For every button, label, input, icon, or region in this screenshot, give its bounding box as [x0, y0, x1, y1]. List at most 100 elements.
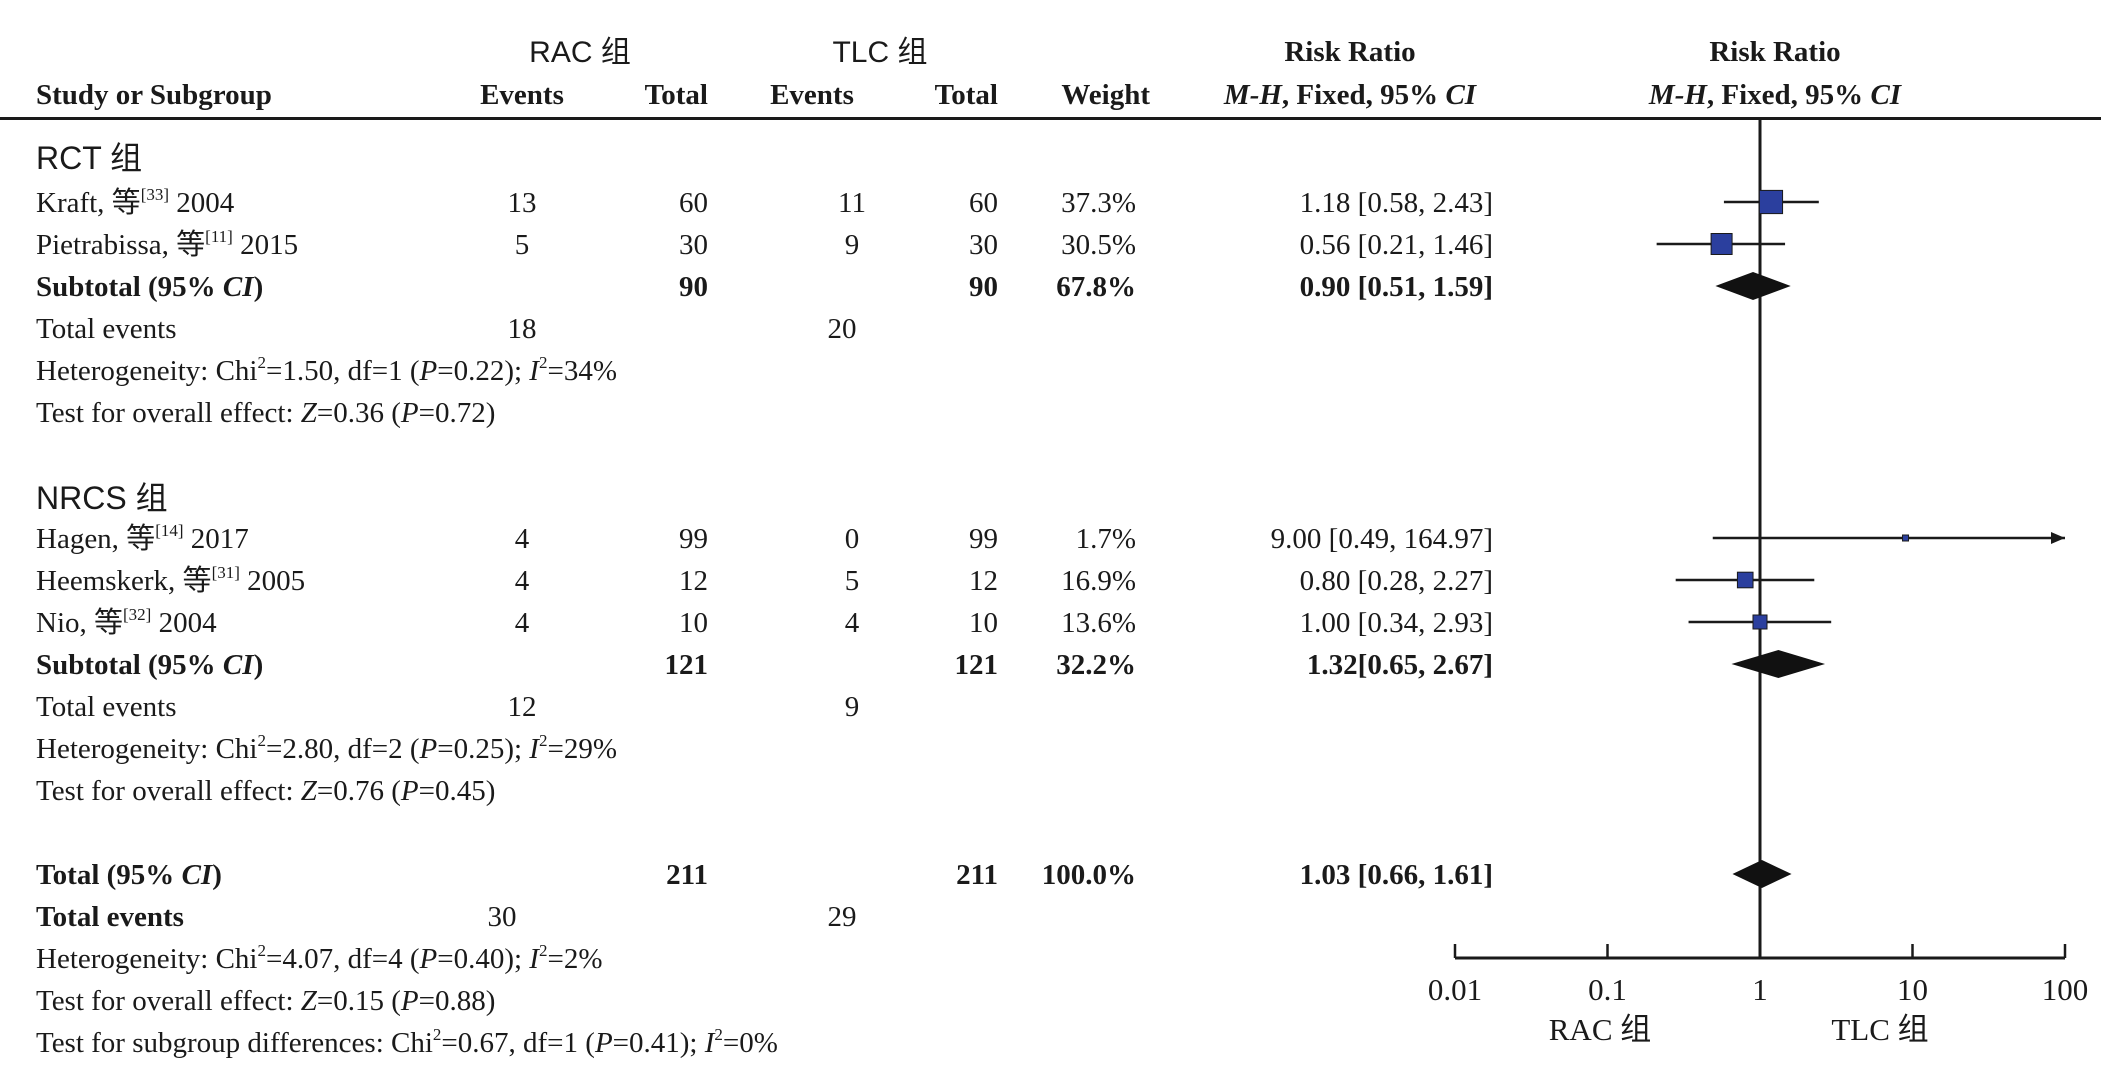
subtotal-total2: 90	[969, 271, 998, 303]
total-label-pre: Total (95%	[36, 859, 182, 891]
favours-right-label: TLC 组	[1831, 1012, 1928, 1047]
sd-ival: =0%	[722, 1027, 778, 1059]
pooled-diamond	[1715, 272, 1791, 300]
x-tick-label: 0.1	[1588, 972, 1627, 1007]
events2-cell: 11	[838, 187, 866, 219]
overall-heterogeneity-text: Heterogeneity: Chi2=4.07, df=4 (P=0.40);…	[36, 942, 603, 975]
het-p: P	[419, 943, 438, 975]
sd-mid: =0.67, df=1 (	[441, 1027, 595, 1059]
rr-method-ci: CI	[1445, 79, 1477, 111]
study-author: Hagen, 等	[36, 523, 156, 555]
events1-cell: 13	[507, 187, 537, 219]
study-ref: [11]	[205, 227, 233, 246]
study-year: 2005	[247, 565, 306, 597]
study-label: Kraft, 等[33] 2004	[36, 186, 234, 218]
study-ref: [31]	[211, 563, 240, 582]
oe-p: P	[400, 985, 419, 1017]
total-label: Total (95% CI)	[36, 861, 222, 890]
oe-p: P	[400, 775, 419, 807]
sd-isup: 2	[714, 1025, 723, 1044]
study-label: Hagen, 等[14] 2017	[36, 522, 249, 555]
plot-method-header: M-H, Fixed, 95% CI	[1580, 81, 1970, 110]
oe-z: Z	[300, 397, 317, 429]
plot-title: Risk Ratio	[1709, 36, 1841, 68]
total-label-post: )	[212, 859, 222, 891]
subgroup-title: NRCS 组	[36, 480, 168, 516]
events2-cell: 0	[844, 523, 860, 555]
group1-header: RAC 组	[529, 36, 631, 69]
total1-header: Total	[644, 79, 708, 111]
total-label-ci: CI	[181, 859, 213, 891]
oe-pval: =0.88)	[418, 985, 496, 1017]
study-ref: [14]	[155, 521, 184, 540]
total-total1: 211	[666, 859, 708, 891]
total-events-group1: 18	[507, 313, 537, 345]
het-i: I	[529, 733, 539, 765]
rr-cell: 0.56 [0.21, 1.46]	[1299, 229, 1493, 261]
events1-cell: 4	[514, 565, 530, 597]
events1-cell: 4	[514, 523, 530, 555]
subtotal-total1: 90	[679, 271, 708, 303]
het-sup: 2	[257, 353, 266, 372]
subtotal-label-post: )	[253, 271, 264, 303]
het-sup: 2	[257, 941, 266, 960]
study-year: 2017	[190, 523, 249, 555]
events1-cell: 5	[514, 229, 530, 261]
oe-pval: =0.72)	[418, 397, 496, 429]
het-sup: 2	[257, 731, 266, 750]
total-events-label: Total events	[36, 691, 177, 723]
x-tick-label: 0.01	[1428, 972, 1482, 1007]
total1-cell: 10	[679, 607, 708, 639]
total1-cell: 12	[679, 565, 708, 597]
total-events-group1: 12	[507, 691, 537, 723]
weight-cell: 37.3%	[1061, 187, 1136, 219]
het-pval: =0.40);	[437, 943, 530, 975]
study-year: 2015	[240, 229, 299, 261]
sd-sup: 2	[432, 1025, 442, 1044]
subtotal-label-ci: CI	[222, 271, 254, 303]
plot-method-pre: M-H	[1648, 79, 1707, 111]
pooled-diamond	[1732, 860, 1792, 888]
oe-z: Z	[300, 775, 317, 807]
oe-zval: =0.76 (	[316, 775, 401, 807]
study-year: 2004	[158, 607, 217, 639]
total2-header: Total	[934, 79, 998, 111]
het-isup: 2	[538, 353, 548, 372]
het-pre: Heterogeneity: Chi	[36, 355, 258, 387]
rr-method-mid: , Fixed, 95%	[1281, 79, 1446, 111]
study-square	[1752, 614, 1768, 630]
rr-method-header: M-H, Fixed, 95% CI	[1155, 81, 1545, 110]
het-pval: =0.22);	[437, 355, 530, 387]
overall-effect-text: Test for overall effect: Z=0.76 (P=0.45)	[36, 777, 495, 806]
study-label: Heemskerk, 等[31] 2005	[36, 564, 306, 597]
total2-cell: 30	[969, 229, 998, 261]
study-author: Pietrabissa, 等	[36, 229, 206, 261]
overall-events-group1: 30	[487, 901, 517, 933]
weight-cell: 16.9%	[1061, 565, 1136, 597]
sd-i: I	[704, 1027, 715, 1059]
total-events-label: Total events	[36, 313, 177, 345]
total2-cell: 99	[969, 523, 998, 555]
subtotal-label: Subtotal (95% CI)	[36, 651, 263, 680]
weight-cell: 30.5%	[1061, 229, 1136, 261]
subtotal-label-pre: Subtotal (95%	[36, 649, 223, 681]
total2-cell: 12	[969, 565, 998, 597]
study-square	[1710, 233, 1733, 255]
het-mid: =1.50, df=1 (	[265, 355, 420, 387]
ci-arrow-icon	[2051, 532, 2065, 544]
subtotal-label-post: )	[253, 649, 264, 681]
total-total2: 211	[956, 859, 998, 891]
study-author: Nio, 等	[36, 607, 124, 639]
x-tick-label: 1	[1752, 972, 1768, 1007]
subtotal-rr: 1.32[0.65, 2.67]	[1306, 649, 1493, 681]
het-isup: 2	[538, 731, 548, 750]
total-weight: 100.0%	[1041, 859, 1136, 891]
total2-cell: 60	[969, 187, 998, 219]
het-ival: =29%	[547, 733, 617, 765]
x-tick-label: 100	[2042, 972, 2089, 1007]
oe-pval: =0.45)	[418, 775, 496, 807]
oe-pre: Test for overall effect:	[36, 397, 301, 429]
overall-effect-text: Test for overall effect: Z=0.36 (P=0.72)	[36, 399, 495, 428]
het-ival: =2%	[547, 943, 603, 975]
sd-pre: Test for subgroup differences: Chi	[36, 1027, 433, 1059]
